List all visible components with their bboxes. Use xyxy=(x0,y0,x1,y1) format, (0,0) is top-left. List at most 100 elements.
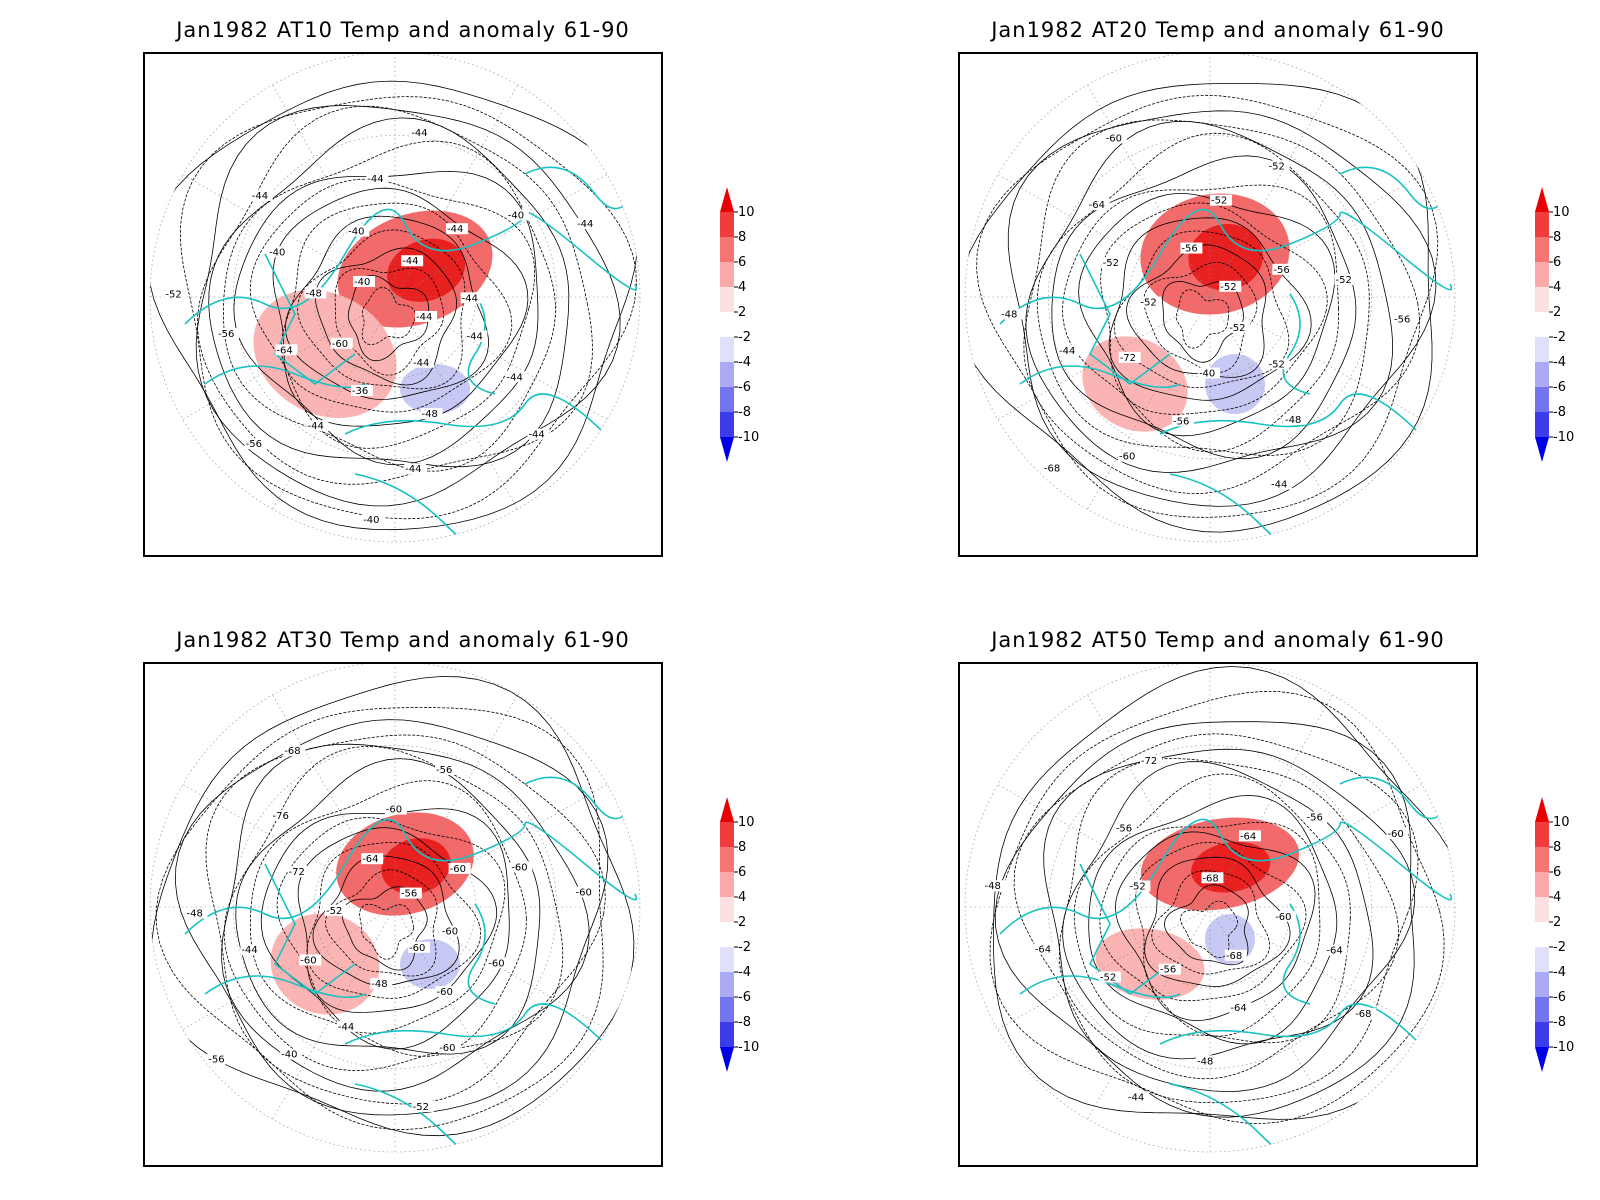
contour-label: -48 xyxy=(983,880,1006,892)
colorbar-label: -10 xyxy=(738,430,759,445)
contour-label: -60 xyxy=(408,941,431,954)
polar-map[interactable]: -52 -52 -48 -44 -40 -56 -60 -68 -72 -44 -48 -52 -52 -… xyxy=(958,52,1478,557)
svg-text:-56: -56 xyxy=(1394,315,1410,326)
contour-label: -60 xyxy=(574,886,597,899)
svg-text:-52: -52 xyxy=(413,1102,429,1113)
meridian-line xyxy=(394,174,608,298)
meridian-line xyxy=(394,784,608,908)
latitude-circle xyxy=(1128,825,1292,989)
contour-label: -60 xyxy=(448,862,471,875)
contour-label: -56 xyxy=(244,438,267,450)
coastline xyxy=(354,1083,506,1152)
warm-anomaly-shading xyxy=(1095,928,1205,1000)
svg-text:-44: -44 xyxy=(1059,346,1075,357)
polar-map[interactable]: -68 -64 -48 -44 -56 -52 -64 -48 -52 -56 -72 -68 -64 -… xyxy=(958,662,1478,1167)
colorbar-arrow-top xyxy=(720,797,734,822)
svg-text:-56: -56 xyxy=(246,439,262,450)
svg-text:-68: -68 xyxy=(1044,464,1060,475)
colorbar-label: -2 xyxy=(1553,330,1566,345)
polar-map[interactable]: -44 -44 -44 -44 -44 -48 -44 -40 -36 -44 -56 -60 -64 -… xyxy=(143,52,663,557)
contour-label: -72 xyxy=(1139,755,1162,767)
temperature-contour xyxy=(993,666,1455,1120)
temperature-contour xyxy=(1036,132,1370,456)
meridian-line xyxy=(182,296,396,420)
svg-text:-60: -60 xyxy=(439,1043,455,1054)
coastline xyxy=(467,293,496,395)
meridian-line xyxy=(272,906,396,1120)
svg-text:-52: -52 xyxy=(1229,323,1245,334)
colorbar-segment xyxy=(1535,412,1549,437)
contour-label: -44 xyxy=(250,189,273,202)
contour-label: -44 xyxy=(460,292,483,304)
temperature-contour xyxy=(312,855,460,987)
temperature-contour xyxy=(334,267,444,376)
coastline xyxy=(1019,365,1181,389)
colorbar-label: -2 xyxy=(738,330,751,345)
contour-label: -44 xyxy=(1058,344,1081,357)
temperature-contour xyxy=(222,140,556,472)
meridian-line xyxy=(1209,84,1333,298)
contour-label: -48 xyxy=(185,907,208,920)
coastline xyxy=(344,393,640,480)
svg-text:-44: -44 xyxy=(416,312,432,323)
svg-text:-52: -52 xyxy=(1129,882,1145,893)
contour-label: -52 xyxy=(1101,257,1124,269)
map-boundary-circle xyxy=(964,54,1456,543)
contour-label: -44 xyxy=(446,223,469,235)
colorbar-segment xyxy=(720,237,734,262)
svg-text:-40: -40 xyxy=(1199,369,1215,380)
meridian-line xyxy=(394,296,518,510)
meridian-line xyxy=(394,906,518,1120)
map-boundary-circle xyxy=(149,54,641,543)
colorbar-label: -2 xyxy=(1553,940,1566,955)
coastline xyxy=(184,208,638,325)
svg-text:-48: -48 xyxy=(371,979,387,990)
contour-label: -48 xyxy=(304,287,327,299)
svg-text:-48: -48 xyxy=(1197,1056,1213,1067)
colorbar-label: -2 xyxy=(738,940,751,955)
meridian-line xyxy=(997,906,1211,1030)
svg-text:-64: -64 xyxy=(1240,831,1256,842)
warm-anomaly-core xyxy=(381,838,451,895)
contour-label: -52 xyxy=(411,1100,434,1113)
panel-title: Jan1982 AT50 Temp and anomaly 61-90 xyxy=(991,628,1445,652)
svg-text:-52: -52 xyxy=(1140,298,1156,309)
svg-text:-64: -64 xyxy=(1089,200,1105,211)
meridian-line xyxy=(997,296,1211,420)
temperature-contour xyxy=(1144,856,1291,987)
temperature-contour xyxy=(1175,289,1230,349)
colorbar-label: 8 xyxy=(1553,230,1561,245)
colorbar-segment xyxy=(720,337,734,362)
colorbar-arrow-bottom xyxy=(720,437,734,462)
contour-label: -48 xyxy=(370,977,393,990)
contour-label: -64 xyxy=(361,853,384,865)
temperature-contour xyxy=(1100,202,1328,415)
coastline xyxy=(1159,393,1455,480)
contour-label: -44 xyxy=(401,255,424,267)
temperature-contour xyxy=(297,229,466,390)
svg-text:-52: -52 xyxy=(326,906,342,917)
colorbar-label: 2 xyxy=(1553,305,1561,320)
colorbar-label: 10 xyxy=(1553,205,1570,220)
contour-label: -56 xyxy=(217,327,240,340)
colorbar-label: 4 xyxy=(738,280,746,295)
meridian-line xyxy=(1087,694,1211,908)
svg-text:-48: -48 xyxy=(1001,309,1017,320)
map-canvas: -52 -52 -48 -44 -40 -56 -60 -68 -72 -44 -48 -52 -52 -… xyxy=(964,54,1456,543)
contour-label: -60 xyxy=(440,925,463,938)
contour-label: -60 xyxy=(1118,450,1141,463)
contour-label: -44 xyxy=(404,463,427,475)
temperature-contour xyxy=(284,215,489,400)
coastline xyxy=(1019,975,1181,999)
contour-label: -52 xyxy=(1334,274,1357,286)
contour-label: -56 xyxy=(1305,811,1328,824)
contour-label: -36 xyxy=(350,385,373,397)
meridian-line xyxy=(272,296,396,510)
colorbar-label: 2 xyxy=(1553,915,1561,930)
polar-map[interactable]: -60 -60 -60 -52 -48 -44 -40 -56 -60 -44 -48 -52 -72 -… xyxy=(143,662,663,1167)
colorbar-label: -4 xyxy=(738,965,751,980)
temperature-contour xyxy=(1013,733,1419,1104)
contour-label: -44 xyxy=(410,127,433,139)
svg-text:-44: -44 xyxy=(241,945,257,956)
temperature-contour xyxy=(150,676,635,1137)
